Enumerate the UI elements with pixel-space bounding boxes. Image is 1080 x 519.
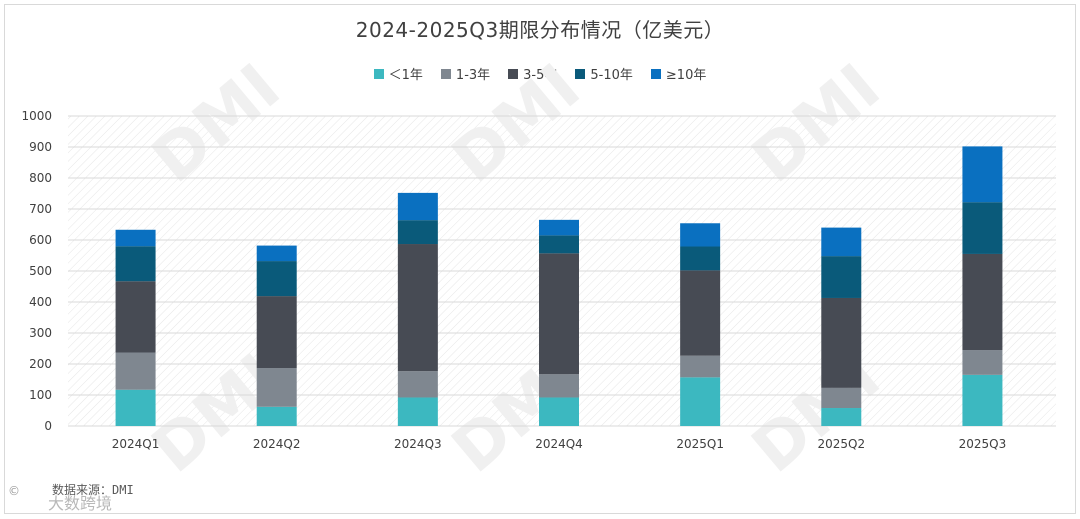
bar-segment	[962, 253, 1003, 351]
bar-segment	[962, 202, 1003, 254]
y-tick-label: 1000	[21, 109, 52, 123]
legend-label: 5-10年	[590, 68, 633, 83]
legend-swatch	[373, 68, 384, 79]
watermark-logo-icon: ©	[8, 484, 20, 498]
bar-segment	[680, 223, 721, 247]
y-tick-label: 0	[44, 419, 52, 433]
legend-swatch	[575, 68, 586, 79]
x-tick-label: 2024Q2	[253, 437, 301, 451]
bar-segment	[680, 377, 721, 426]
legend-label: 1-3年	[455, 68, 491, 83]
source-note: 数据来源：DMI	[52, 483, 134, 497]
bar-segment	[539, 235, 579, 254]
bar-segment	[680, 246, 721, 271]
legend-swatch	[440, 68, 451, 79]
watermark-text: 大数跨境	[48, 494, 113, 513]
bar-segment	[397, 220, 438, 245]
legend-item-5-10[interactable]: 5-10年	[575, 64, 633, 83]
bar-segment	[256, 245, 297, 262]
bar-segment	[680, 355, 721, 378]
legend-swatch	[508, 68, 519, 79]
bar-segment	[539, 397, 579, 426]
bar-segment	[256, 296, 297, 369]
y-tick-label: 400	[29, 295, 52, 309]
x-tick-label: 2025Q1	[676, 437, 724, 451]
bar-segment	[256, 368, 297, 407]
bar-segment	[115, 352, 156, 390]
bar-segment	[539, 219, 579, 236]
bar-segment	[962, 146, 1003, 203]
y-tick-label: 500	[29, 264, 52, 278]
legend-item-3-5[interactable]: 3-5年	[508, 64, 557, 83]
y-tick-label: 900	[29, 140, 52, 154]
legend-label: ≥10年	[665, 68, 707, 83]
legend-swatch	[650, 68, 661, 79]
bar-segment	[256, 406, 297, 426]
bar-segment	[821, 387, 862, 409]
x-tick-label: 2024Q4	[535, 437, 583, 451]
bar-segment	[539, 374, 579, 398]
legend: ＜1年 1-3年 3-5年 5-10年 ≥10年	[0, 64, 1080, 83]
y-tick-label: 700	[29, 202, 52, 216]
bar-segment	[397, 244, 438, 372]
bar-segment	[256, 261, 297, 297]
x-tick-label: 2025Q2	[817, 437, 865, 451]
x-tick-label: 2024Q3	[394, 437, 442, 451]
bar-segment	[115, 389, 156, 426]
chart-title: 2024-2025Q3期限分布情况（亿美元）	[355, 18, 725, 42]
bar-segment	[397, 397, 438, 426]
bar-segment	[821, 227, 862, 257]
bar-segment	[397, 371, 438, 398]
bar-segment	[962, 374, 1003, 426]
x-tick-label: 2024Q1	[112, 437, 160, 451]
legend-item-ge10[interactable]: ≥10年	[650, 64, 707, 83]
y-tick-label: 600	[29, 233, 52, 247]
bar-segment	[397, 192, 438, 221]
legend-label: 3-5年	[523, 68, 558, 83]
legend-item-1-3[interactable]: 1-3年	[440, 64, 491, 83]
bar-segment	[115, 246, 156, 282]
bar-segment	[962, 350, 1003, 375]
y-tick-label: 300	[29, 326, 52, 340]
bar-segment	[821, 297, 862, 388]
bar-segment	[115, 281, 156, 353]
bar-segment	[680, 270, 721, 356]
y-tick-label: 100	[29, 388, 52, 402]
legend-label: ＜1年	[388, 68, 423, 83]
bar-segment	[539, 253, 579, 375]
y-tick-label: 200	[29, 357, 52, 371]
bar-segment	[115, 229, 156, 247]
y-tick-label: 800	[29, 171, 52, 185]
x-tick-label: 2025Q3	[959, 437, 1007, 451]
bar-segment	[821, 256, 862, 298]
legend-item-lt1[interactable]: ＜1年	[373, 64, 423, 83]
bar-segment	[821, 408, 862, 426]
